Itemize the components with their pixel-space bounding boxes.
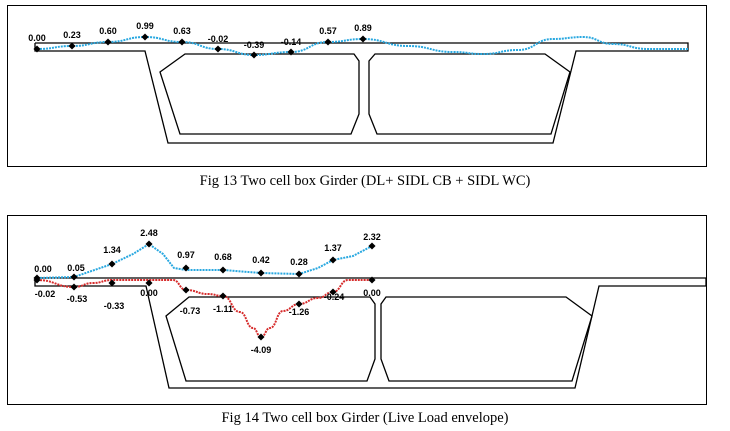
max-value-label: 0.97 — [177, 250, 195, 260]
moment-marker-max — [257, 269, 265, 277]
figure-13-panel: 0.00 0.23 0.60 0.99 0.63 -0.02 -0.39 -0.14 0.57 0… — [7, 5, 707, 167]
max-value-label: 0.68 — [214, 252, 232, 262]
figure-13-caption: Fig 13 Two cell box Girder (DL+ SIDL CB … — [199, 173, 531, 189]
moment-value-label: 0.89 — [354, 23, 372, 33]
moment-marker-max — [368, 242, 376, 250]
moment-value-label: 0.57 — [319, 26, 337, 36]
moment-marker-min — [219, 292, 227, 300]
moment-marker — [178, 38, 186, 46]
max-value-label: 2.32 — [363, 232, 381, 242]
min-value-label: -0.53 — [67, 294, 88, 304]
figure-14-panel: 0.00 0.05 1.34 2.48 0.97 0.68 0.42 0.28 1.37 2.32… — [7, 215, 707, 405]
min-value-label: -0.02 — [35, 289, 56, 299]
min-value-label: 0.00 — [140, 288, 158, 298]
moment-curve-live-max — [36, 242, 373, 279]
min-value-label: 0.00 — [363, 288, 381, 298]
moment-marker — [359, 35, 367, 43]
min-value-label: -0.24 — [324, 292, 345, 302]
box-girder-diagram-14: 0.00 0.05 1.34 2.48 0.97 0.68 0.42 0.28 1.37 2.32… — [33, 228, 707, 389]
moment-marker-min — [108, 279, 116, 287]
moment-value-label: 0.60 — [99, 26, 117, 36]
moment-marker — [250, 51, 258, 59]
max-value-label: 0.00 — [34, 264, 52, 274]
moment-markers-live — [33, 240, 376, 341]
min-value-label: -0.73 — [180, 306, 201, 316]
max-value-label: 0.28 — [290, 257, 308, 267]
moment-marker — [104, 38, 112, 46]
moment-marker-max — [295, 270, 303, 278]
min-value-label: -1.11 — [213, 304, 233, 314]
moment-value-label: -0.02 — [208, 34, 229, 44]
moment-value-label: 0.63 — [173, 26, 191, 36]
moment-marker-max — [329, 256, 337, 264]
moment-marker-max — [219, 266, 227, 274]
moment-marker-min — [33, 276, 41, 284]
min-value-label: -1.26 — [289, 307, 310, 317]
moment-value-label: -0.39 — [244, 40, 265, 50]
moment-marker-min — [329, 288, 337, 296]
moment-marker-max — [70, 273, 78, 281]
moment-marker-min — [257, 333, 265, 341]
max-value-label: 2.48 — [140, 228, 158, 238]
max-value-label: 0.42 — [252, 255, 270, 265]
moment-marker-min — [295, 300, 303, 308]
moment-marker-max — [108, 260, 116, 268]
min-value-label: -0.33 — [104, 301, 125, 311]
moment-marker — [141, 33, 149, 41]
moment-marker — [287, 48, 295, 56]
moment-marker-max — [182, 264, 190, 272]
moment-marker — [214, 45, 222, 53]
moment-value-label: -0.14 — [281, 37, 302, 47]
moment-value-label: 0.23 — [63, 30, 81, 40]
moment-marker-max — [145, 240, 153, 248]
moment-labels-live: 0.00 0.05 1.34 2.48 0.97 0.68 0.42 0.28 1.37 2.32… — [34, 228, 381, 355]
moment-marker-min — [70, 283, 78, 291]
deck-outline — [34, 42, 689, 144]
min-value-label: -4.09 — [251, 345, 272, 355]
figure-14-caption: Fig 14 Two cell box Girder (Live Load en… — [221, 410, 509, 426]
moment-marker-min — [145, 279, 153, 287]
max-value-label: 1.34 — [103, 245, 121, 255]
moment-marker-min — [368, 276, 376, 284]
moment-labels-dl: 0.00 0.23 0.60 0.99 0.63 -0.02 -0.39 -0.14 0.57 0… — [28, 21, 372, 50]
moment-marker-min — [182, 286, 190, 294]
box-girder-diagram-13: 0.00 0.23 0.60 0.99 0.63 -0.02 -0.39 -0.14 0.57 0… — [28, 21, 689, 144]
moment-value-label: 0.99 — [136, 21, 154, 31]
max-value-label: 0.05 — [67, 263, 85, 273]
moment-curve-live-min — [36, 279, 372, 339]
moment-value-label: 0.00 — [28, 33, 46, 43]
max-value-label: 1.37 — [324, 243, 342, 253]
moment-marker — [324, 38, 332, 46]
